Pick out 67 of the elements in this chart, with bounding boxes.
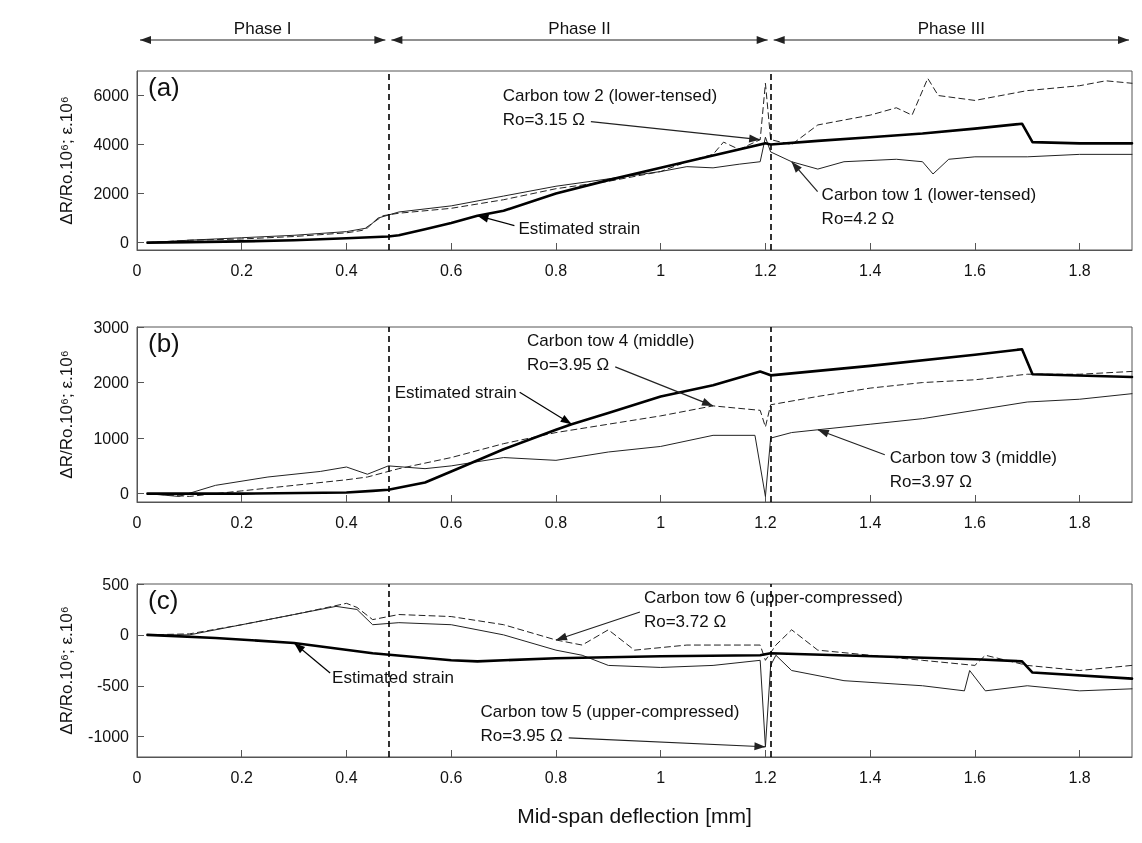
y-tick-label: 2000: [93, 185, 130, 203]
x-tick-label: 0.6: [440, 261, 463, 279]
text: Carbon tow 2 (lower-tensed): [502, 86, 718, 106]
annotation: Ro=3.95 Ω: [527, 355, 610, 375]
annotation: Ro=4.2 Ω: [821, 209, 895, 229]
x-tick-label: 1.6: [963, 768, 987, 786]
y-tick-label: 0: [120, 234, 130, 252]
x-tick-label: 1.8: [1068, 513, 1091, 531]
text: Carbon tow 6 (upper-compressed): [643, 588, 903, 608]
x-tick-label: 1.6: [963, 261, 987, 279]
series-label: Estimated strain: [332, 667, 454, 687]
x-tick-label: 0.2: [230, 513, 253, 531]
text: Phase III: [917, 18, 985, 38]
chart-title: (c): [148, 585, 179, 615]
x-tick-label: 1.4: [859, 768, 882, 786]
x-tick-label: 1: [656, 261, 666, 279]
y-tick-label: 2000: [93, 374, 130, 392]
annotation: Ro=3.97 Ω: [889, 472, 972, 492]
series-label: Carbon tow 5 (upper-compressed): [480, 702, 740, 722]
x-tick-label: 1.4: [859, 513, 882, 531]
x-tick-label: 1: [656, 513, 666, 531]
x-tick-label: 1.4: [859, 261, 882, 279]
x-tick-label: 0.4: [335, 513, 358, 531]
y-tick-label: 500: [102, 575, 130, 593]
y-tick-label: -500: [96, 677, 130, 695]
x-tick-label: 0.6: [440, 513, 463, 531]
y-tick-label: 1000: [93, 429, 130, 447]
x-tick-label: 1.8: [1068, 768, 1091, 786]
x-tick-label: 0.2: [230, 261, 253, 279]
y-tick-label: 4000: [93, 136, 130, 154]
x-tick-label: 0: [132, 768, 142, 786]
y-tick-label: 0: [120, 485, 130, 503]
y-tick-label: 6000: [93, 87, 130, 105]
annotation: Ro=3.72 Ω: [643, 612, 727, 632]
x-tick-label: 0.2: [230, 768, 253, 786]
annotation: Ro=3.15 Ω: [502, 110, 585, 130]
annotation: Ro=3.95 Ω: [480, 726, 563, 746]
x-tick-label: 1: [656, 768, 666, 786]
y-axis-title: ΔR/Ro.10⁶; ε.10⁶: [57, 606, 76, 735]
x-tick-label: 0.8: [544, 513, 568, 531]
y-tick-label: 3000: [93, 318, 130, 336]
series-label: Carbon tow 1 (lower-tensed): [821, 185, 1037, 205]
x-tick-label: 1.6: [963, 513, 987, 531]
series-label: Carbon tow 3 (middle): [889, 448, 1058, 468]
y-tick-label: -1000: [88, 728, 130, 746]
x-tick-label: 0.4: [335, 261, 358, 279]
x-axis-title: Mid-span deflection [mm]: [517, 804, 752, 827]
legend-label: Estimated strain: [518, 219, 641, 239]
y-tick-label: 0: [120, 626, 130, 644]
x-tick-label: 1.2: [754, 261, 777, 279]
text: Phase II: [548, 18, 611, 38]
x-tick-label: 1.8: [1068, 261, 1091, 279]
chart-title: (a): [148, 72, 180, 102]
x-tick-label: 0: [132, 261, 142, 279]
x-tick-label: 0.4: [335, 768, 358, 786]
x-tick-label: 1.2: [754, 513, 777, 531]
x-tick-label: 0: [132, 513, 142, 531]
y-axis-title: ΔR/Ro.10⁶; ε.10⁶: [57, 96, 76, 225]
x-tick-label: 0.8: [544, 261, 568, 279]
x-tick-label: 1.2: [754, 768, 777, 786]
y-axis-title: ΔR/Ro.10⁶; ε.10⁶: [57, 350, 76, 479]
x-tick-label: 0.8: [544, 768, 568, 786]
text: Phase I: [233, 18, 292, 38]
x-tick-label: 0.6: [440, 768, 463, 786]
text: Carbon tow 4 (middle): [527, 331, 695, 351]
chart-title: (b): [148, 328, 180, 358]
text: Estimated strain: [394, 382, 517, 402]
